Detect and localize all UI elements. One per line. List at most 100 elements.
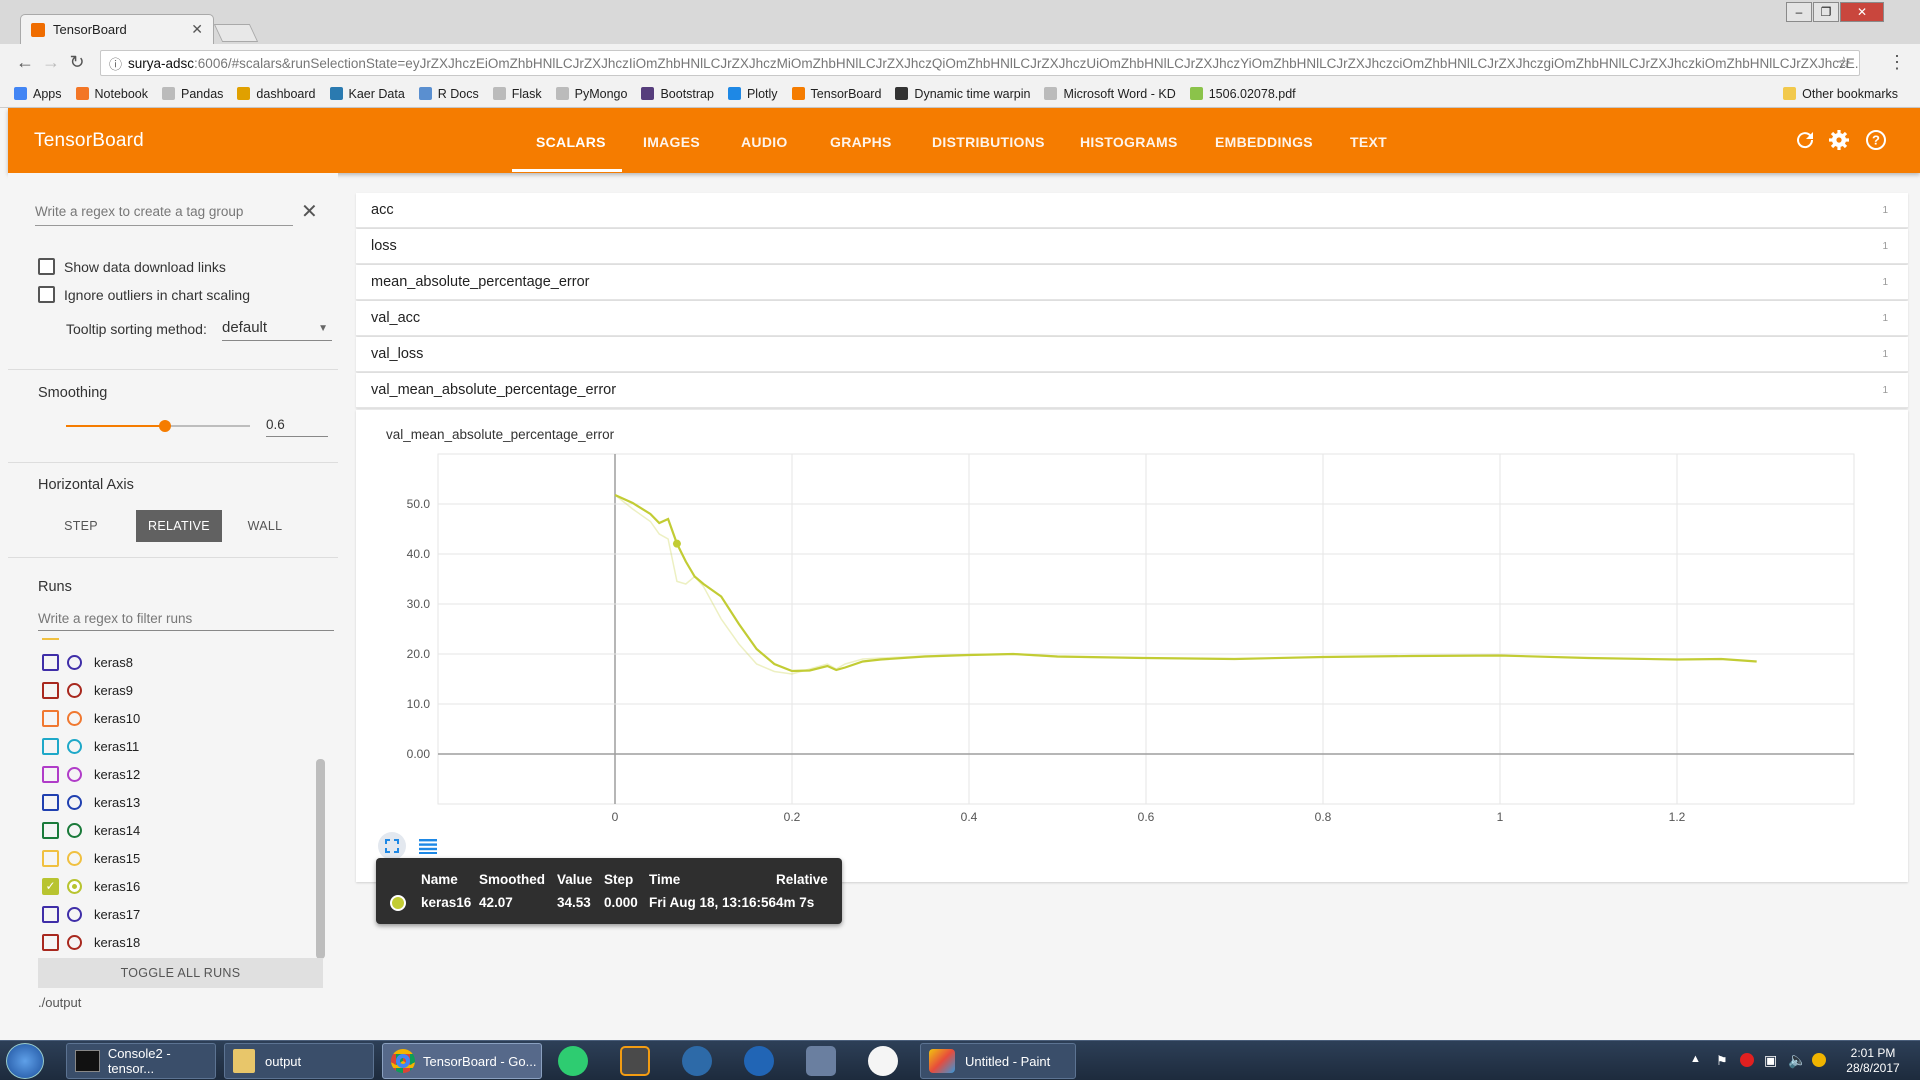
bookmark-r-docs[interactable]: R Docs <box>418 87 479 101</box>
tab-audio[interactable]: AUDIO <box>741 134 788 150</box>
run-row-keras16[interactable]: ✓ keras16 <box>42 875 140 897</box>
browser-menu-icon[interactable]: ⋮ <box>1888 51 1906 72</box>
tag-row-loss[interactable]: loss 1 <box>356 229 1908 264</box>
show-download-links-checkbox[interactable] <box>38 258 55 275</box>
run-checkbox[interactable] <box>42 737 59 755</box>
run-row-keras15[interactable]: keras15 <box>42 847 140 869</box>
r-icon[interactable] <box>744 1046 774 1076</box>
bookmark-tensorboard[interactable]: TensorBoard <box>791 87 881 101</box>
smoothing-slider-track[interactable] <box>66 420 250 432</box>
anaconda-icon[interactable] <box>682 1046 712 1076</box>
run-row-keras17[interactable]: keras17 <box>42 903 140 925</box>
taskbar-paint[interactable]: Untitled - Paint <box>920 1043 1076 1079</box>
line-chart[interactable]: 0 0.2 0.4 0.6 0.8 1 1.2 0.00 10.0 20.0 30.0 40.0 50.… <box>356 410 1908 882</box>
run-row-keras9[interactable]: keras9 <box>42 679 133 701</box>
bookmark-microsoft-word-kd[interactable]: Microsoft Word - KD <box>1044 87 1176 101</box>
run-color-radio[interactable] <box>67 766 82 782</box>
system-clock[interactable]: 2:01 PM 28/8/2017 <box>1838 1046 1908 1076</box>
close-tab-icon[interactable]: ✕ <box>191 21 203 37</box>
sublime-text-icon[interactable] <box>620 1046 650 1076</box>
info-icon[interactable]: ⓘ <box>109 56 123 72</box>
tab-embeddings[interactable]: EMBEDDINGS <box>1215 134 1313 150</box>
tag-row-acc[interactable]: acc 1 <box>356 193 1908 228</box>
axis-option-relative[interactable]: RELATIVE <box>136 510 222 542</box>
run-checkbox[interactable]: ✓ <box>42 877 59 895</box>
tag-group-input[interactable]: Write a regex to create a tag group <box>35 204 293 226</box>
maximize-window-button[interactable]: ❐ <box>1813 2 1839 22</box>
run-row-keras10[interactable]: keras10 <box>42 707 140 729</box>
settings-gear-icon[interactable] <box>1827 128 1851 152</box>
run-color-radio[interactable] <box>67 906 82 922</box>
bookmark-plotly[interactable]: Plotly <box>727 87 778 101</box>
clear-close-icon[interactable]: ✕ <box>301 201 318 223</box>
run-row-keras11[interactable]: keras11 <box>42 735 139 757</box>
run-checkbox[interactable] <box>42 765 59 783</box>
bookmark-pymongo[interactable]: PyMongo <box>555 87 627 101</box>
toggle-all-runs-button[interactable]: TOGGLE ALL RUNS <box>38 958 323 988</box>
antivirus-icon[interactable] <box>1740 1053 1754 1067</box>
run-color-radio[interactable] <box>67 850 82 866</box>
bookmark-dashboard[interactable]: dashboard <box>237 87 316 101</box>
bookmark-pandas[interactable]: Pandas <box>162 87 223 101</box>
run-checkbox[interactable] <box>42 905 59 923</box>
action-center-flag-icon[interactable]: ⚑ <box>1716 1053 1728 1068</box>
run-color-radio[interactable] <box>67 738 82 754</box>
tab-graphs[interactable]: GRAPHS <box>830 134 892 150</box>
run-color-radio[interactable] <box>67 710 82 726</box>
tab-text[interactable]: TEXT <box>1350 134 1387 150</box>
axis-option-wall[interactable]: WALL <box>247 519 283 533</box>
start-button-icon[interactable] <box>6 1043 44 1079</box>
tooltip-sorting-select[interactable]: default ▼ <box>222 319 332 341</box>
back-arrow-icon[interactable]: ← <box>16 51 34 72</box>
tab-histograms[interactable]: HISTOGRAMS <box>1080 134 1178 150</box>
browser-tab-tensorboard[interactable]: TensorBoard ✕ <box>20 14 214 44</box>
taskbar-console2[interactable]: Console2 - tensor... <box>66 1043 216 1079</box>
refresh-icon[interactable] <box>1793 128 1817 152</box>
run-color-radio[interactable] <box>67 822 82 838</box>
bookmark-1506-02078-pdf[interactable]: 1506.02078.pdf <box>1189 87 1296 101</box>
run-row-keras14[interactable]: keras14 <box>42 819 140 841</box>
bookmark-star-icon[interactable]: ☆ <box>1836 55 1851 72</box>
tag-row-val-loss[interactable]: val_loss 1 <box>356 337 1908 372</box>
new-tab-button[interactable] <box>213 24 259 42</box>
tab-scalars[interactable]: SCALARS <box>536 134 606 150</box>
run-color-radio[interactable] <box>67 654 82 670</box>
mongodb-icon[interactable] <box>868 1046 898 1076</box>
run-checkbox[interactable] <box>42 709 59 727</box>
smoothing-value-input[interactable]: 0.6 <box>266 417 328 437</box>
runs-scrollbar[interactable] <box>316 759 325 959</box>
bookmark-bootstrap[interactable]: Bootstrap <box>641 87 714 101</box>
bookmark-dynamic-time-warpin[interactable]: Dynamic time warpin <box>895 87 1030 101</box>
address-bar[interactable]: ⓘ surya-adsc:6006/#scalars&runSelectionS… <box>100 50 1860 76</box>
bookmark-flask[interactable]: Flask <box>492 87 542 101</box>
ignore-outliers-checkbox[interactable] <box>38 286 55 303</box>
run-color-radio[interactable] <box>67 934 82 950</box>
volume-icon[interactable]: 🔈 <box>1788 1052 1807 1069</box>
tab-distributions[interactable]: DISTRIBUTIONS <box>932 134 1045 150</box>
run-row-keras13[interactable]: keras13 <box>42 791 140 813</box>
minimize-window-button[interactable]: – <box>1786 2 1812 22</box>
bookmark-kaer-data[interactable]: Kaer Data <box>329 87 405 101</box>
forward-arrow-icon[interactable]: → <box>42 51 60 72</box>
run-color-radio[interactable] <box>67 794 82 810</box>
tag-row-mean-absolute-percentage-error[interactable]: mean_absolute_percentage_error 1 <box>356 265 1908 300</box>
run-checkbox[interactable] <box>42 849 59 867</box>
tag-row-val-acc[interactable]: val_acc 1 <box>356 301 1908 336</box>
data-list-icon[interactable] <box>418 838 438 854</box>
taskbar-explorer-output[interactable]: output <box>224 1043 374 1079</box>
run-row-keras12[interactable]: keras12 <box>42 763 140 785</box>
bookmark-notebook[interactable]: Notebook <box>75 87 148 101</box>
run-checkbox[interactable] <box>42 933 59 951</box>
tableau-icon[interactable] <box>806 1046 836 1076</box>
show-hidden-icons-icon[interactable]: ▲ <box>1690 1053 1701 1065</box>
taskbar-chrome-tensorboard[interactable]: TensorBoard - Go... <box>382 1043 542 1079</box>
tray-app-icon[interactable] <box>1812 1053 1826 1067</box>
close-window-button[interactable]: ✕ <box>1840 2 1884 22</box>
runs-filter-input[interactable]: Write a regex to filter runs <box>38 611 334 631</box>
tab-images[interactable]: IMAGES <box>643 134 701 150</box>
smoothing-slider-knob[interactable] <box>159 420 172 432</box>
axis-option-step[interactable]: STEP <box>64 519 98 533</box>
run-row-keras18[interactable]: keras18 <box>42 931 140 953</box>
app-pinned-icon[interactable] <box>558 1046 588 1076</box>
tag-row-val-mean-absolute-percentage-error[interactable]: val_mean_absolute_percentage_error 1 <box>356 373 1908 408</box>
